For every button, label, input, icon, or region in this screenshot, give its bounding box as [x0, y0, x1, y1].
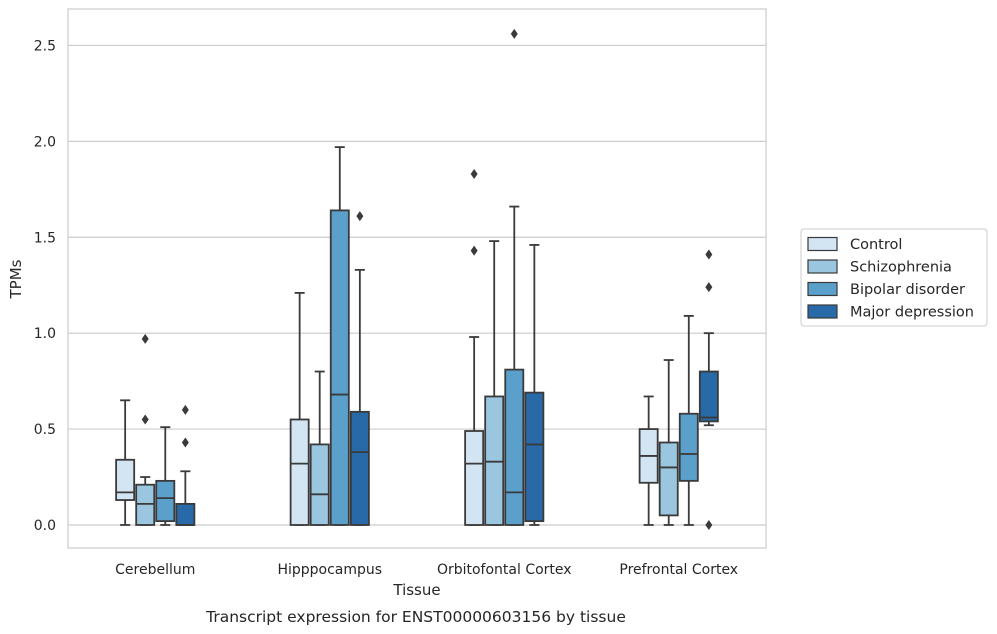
series-3 [175, 211, 719, 530]
box-0 [155, 426, 176, 526]
outlier-point [510, 28, 518, 39]
x-tick-label: Cerebellum [115, 562, 195, 578]
outlier-point [141, 333, 149, 344]
box-body [524, 391, 545, 523]
y-axis-title: TPMs [7, 259, 25, 299]
box-body [175, 502, 196, 526]
outlier-point [470, 245, 478, 256]
legend-item: Control [807, 236, 902, 253]
box-3 [698, 249, 719, 530]
x-tick-labels: Cerebellum Hipppocampus Orbitofontal Corte… [115, 562, 738, 578]
legend: Control Schizophrenia Bipolar disorder Majo… [800, 228, 988, 327]
legend-items: Control Schizophrenia Bipolar disorder Majo… [807, 236, 974, 321]
legend-swatch [807, 259, 838, 274]
box-body [698, 370, 719, 423]
series-0 [115, 168, 659, 526]
box-body [504, 368, 525, 526]
x-axis-title: Tissue [392, 581, 440, 599]
box-body [309, 443, 330, 526]
series-2 [155, 28, 699, 526]
y-tick-label: 1.5 [34, 230, 56, 246]
legend-frame [800, 228, 988, 327]
series-1 [135, 240, 679, 526]
y-tick-label: 2.0 [34, 134, 56, 150]
outlier-point [705, 249, 713, 260]
box-0 [175, 404, 196, 526]
legend-label: Major depression [850, 305, 974, 321]
box-body [289, 418, 310, 526]
box-series-group [115, 28, 719, 530]
outlier-point [141, 414, 149, 425]
box-body [464, 430, 485, 526]
box-body [678, 412, 699, 482]
box-3 [638, 395, 659, 526]
box-body [658, 441, 679, 517]
x-tick-label: Orbitofontal Cortex [437, 562, 572, 578]
box-3 [658, 359, 679, 526]
legend-swatch [807, 304, 838, 319]
outlier-point [470, 168, 478, 179]
y-tick-label: 2.5 [34, 38, 56, 54]
y-tick-labels: 0.0 0.5 1.0 1.5 2.0 2.5 [34, 38, 56, 534]
outlier-point [356, 211, 364, 222]
box-body [329, 209, 350, 526]
box-0 [135, 333, 156, 526]
box-2 [464, 168, 485, 526]
x-tick-label: Prefrontal Cortex [619, 562, 738, 578]
box-1 [329, 146, 350, 526]
legend-item: Bipolar disorder [807, 281, 965, 298]
box-2 [524, 244, 545, 526]
outlier-point [705, 282, 713, 293]
box-body [349, 410, 370, 526]
box-body [115, 458, 136, 501]
legend-swatch [807, 281, 838, 297]
outlier-point [705, 519, 713, 530]
box-1 [289, 291, 310, 526]
box-body [135, 483, 156, 526]
plot-area-frame [67, 8, 767, 549]
y-tick-label: 0.0 [34, 518, 56, 534]
y-tick-label: 1.0 [34, 326, 56, 342]
outlier-point [181, 437, 189, 448]
legend-item: Major depression [807, 304, 974, 321]
box-3 [678, 315, 699, 526]
x-tick-label: Hipppocampus [277, 562, 382, 578]
box-body [484, 395, 505, 526]
box-2 [484, 240, 505, 526]
box-1 [349, 211, 370, 526]
legend-label: Schizophrenia [850, 260, 952, 276]
outlier-point [181, 404, 189, 415]
legend-swatch [807, 236, 838, 252]
legend-item: Schizophrenia [807, 259, 952, 276]
legend-label: Control [850, 237, 902, 253]
y-tick-label: 0.5 [34, 422, 56, 438]
legend-label: Bipolar disorder [850, 282, 965, 298]
chart-caption: Transcript expression for ENST0000060315… [205, 608, 626, 626]
box-1 [309, 370, 330, 526]
box-2 [504, 28, 525, 526]
box-0 [115, 399, 136, 526]
box-body [155, 479, 176, 523]
